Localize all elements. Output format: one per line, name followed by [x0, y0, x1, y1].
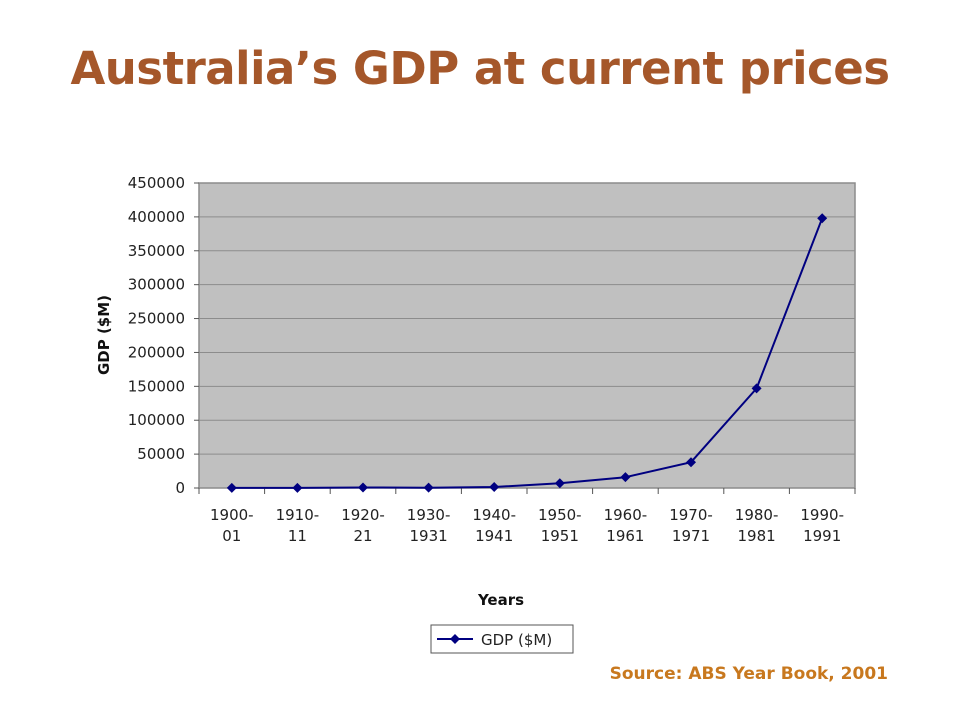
x-tick-label: 1980-1981 — [735, 506, 779, 545]
data-point-9 — [817, 213, 828, 224]
x-tick-label: 1940-1941 — [472, 506, 516, 545]
series-gdp — [226, 213, 828, 493]
y-tick-label: 400000 — [128, 208, 185, 226]
y-tick-label: 150000 — [128, 377, 185, 395]
x-tick-label: 1920-21 — [341, 506, 385, 545]
x-tick-label: 1990-1991 — [800, 506, 844, 545]
x-tick-label: 1930-1931 — [407, 506, 451, 545]
data-point-2 — [358, 482, 368, 493]
data-point-3 — [423, 482, 434, 493]
gridlines — [199, 216, 855, 455]
plot-area — [199, 183, 855, 488]
y-tick-label: 200000 — [128, 343, 185, 361]
x-tick-label: 1960-1961 — [604, 506, 648, 545]
y-tick-label: 300000 — [128, 276, 185, 294]
data-point-1 — [292, 482, 303, 493]
data-point-5 — [554, 478, 565, 489]
data-point-4 — [489, 481, 500, 492]
y-tick-label: 50000 — [137, 445, 185, 463]
data-point-6 — [620, 472, 631, 483]
legend-label: GDP ($M) — [481, 631, 552, 649]
legend-marker — [450, 634, 460, 644]
y-tick-label: 100000 — [128, 411, 185, 429]
y-axis-title: GDP ($M) — [95, 295, 113, 375]
y-tick-label: 450000 — [128, 174, 185, 192]
x-axis-title: Years — [477, 591, 524, 609]
y-tick-label: 0 — [175, 479, 185, 497]
y-tick-label: 250000 — [128, 310, 185, 328]
source-note: Source: ABS Year Book, 2001 — [609, 664, 888, 684]
x-axis-ticks: 1900-01 1910-11 1920-21 1930-1931 1940-1941 1… — [198, 488, 856, 545]
series-line — [231, 217, 824, 489]
data-point-8 — [751, 383, 762, 394]
slide-title: Australia’s GDP at current prices — [70, 42, 890, 95]
data-point-7 — [686, 457, 696, 468]
y-axis-ticks: 0 50000 100000 150000 200000 250000 300000 3500… — [128, 174, 199, 497]
x-tick-label: 1950-1951 — [538, 506, 582, 545]
legend: GDP ($M) — [430, 624, 574, 654]
y-tick-label: 350000 — [128, 242, 185, 260]
data-point-0 — [226, 482, 237, 493]
x-tick-label: 1910-11 — [276, 506, 320, 545]
x-tick-label: 1900-01 — [210, 506, 254, 545]
x-tick-label: 1970-1971 — [669, 506, 713, 545]
